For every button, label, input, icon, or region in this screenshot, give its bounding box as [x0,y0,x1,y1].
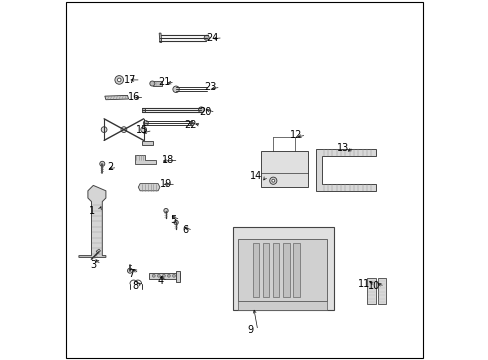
Text: 24: 24 [206,33,218,43]
Bar [238,301,326,310]
Text: 2: 2 [107,162,113,172]
Circle shape [167,274,170,277]
Text: 1: 1 [89,206,95,216]
Text: 10: 10 [367,281,380,291]
Circle shape [157,274,160,277]
Circle shape [172,86,179,93]
Text: 17: 17 [124,75,136,85]
Circle shape [204,35,209,40]
Polygon shape [96,249,101,253]
Text: 6: 6 [182,225,188,235]
Text: 8: 8 [132,281,138,291]
Bar [263,243,269,297]
Circle shape [174,220,178,225]
Text: 20: 20 [199,107,211,117]
Circle shape [271,179,274,182]
Circle shape [172,274,175,277]
Bar [142,141,152,145]
Circle shape [269,177,276,184]
Circle shape [117,78,121,82]
Polygon shape [138,184,160,191]
Polygon shape [104,95,128,100]
Polygon shape [190,121,194,125]
Bar [232,227,333,310]
Text: 7: 7 [128,269,134,279]
Text: 12: 12 [289,130,302,140]
Circle shape [162,274,165,277]
Text: 22: 22 [184,120,197,130]
Text: 21: 21 [158,77,170,87]
Circle shape [127,268,132,273]
Bar [260,151,307,187]
Text: 15: 15 [136,125,148,135]
Text: 18: 18 [162,155,174,165]
Circle shape [163,208,168,213]
Circle shape [141,127,146,132]
Circle shape [149,81,155,86]
Text: 23: 23 [203,82,216,92]
Bar [283,243,289,297]
Polygon shape [316,149,375,191]
Polygon shape [79,185,106,257]
Bar [377,278,385,304]
Bar [238,239,326,301]
Circle shape [143,121,148,126]
Text: 16: 16 [127,92,140,102]
Bar [149,273,179,279]
Text: 4: 4 [157,276,163,286]
Circle shape [115,76,123,84]
Text: 11: 11 [358,279,370,289]
Text: 5: 5 [169,215,176,225]
Bar [176,271,180,282]
Circle shape [198,107,204,113]
Bar [292,243,299,297]
Text: 13: 13 [337,143,349,153]
Bar [272,243,279,297]
Polygon shape [152,81,162,86]
Text: 9: 9 [247,325,253,336]
Bar [366,278,375,304]
Polygon shape [134,155,156,164]
Circle shape [100,161,104,166]
Text: 14: 14 [249,171,261,181]
Circle shape [101,127,107,132]
Bar [252,243,259,297]
Text: 3: 3 [91,260,97,270]
Circle shape [152,274,155,277]
Circle shape [121,127,126,132]
Text: 19: 19 [159,179,171,189]
Polygon shape [141,108,145,112]
Polygon shape [159,33,162,42]
